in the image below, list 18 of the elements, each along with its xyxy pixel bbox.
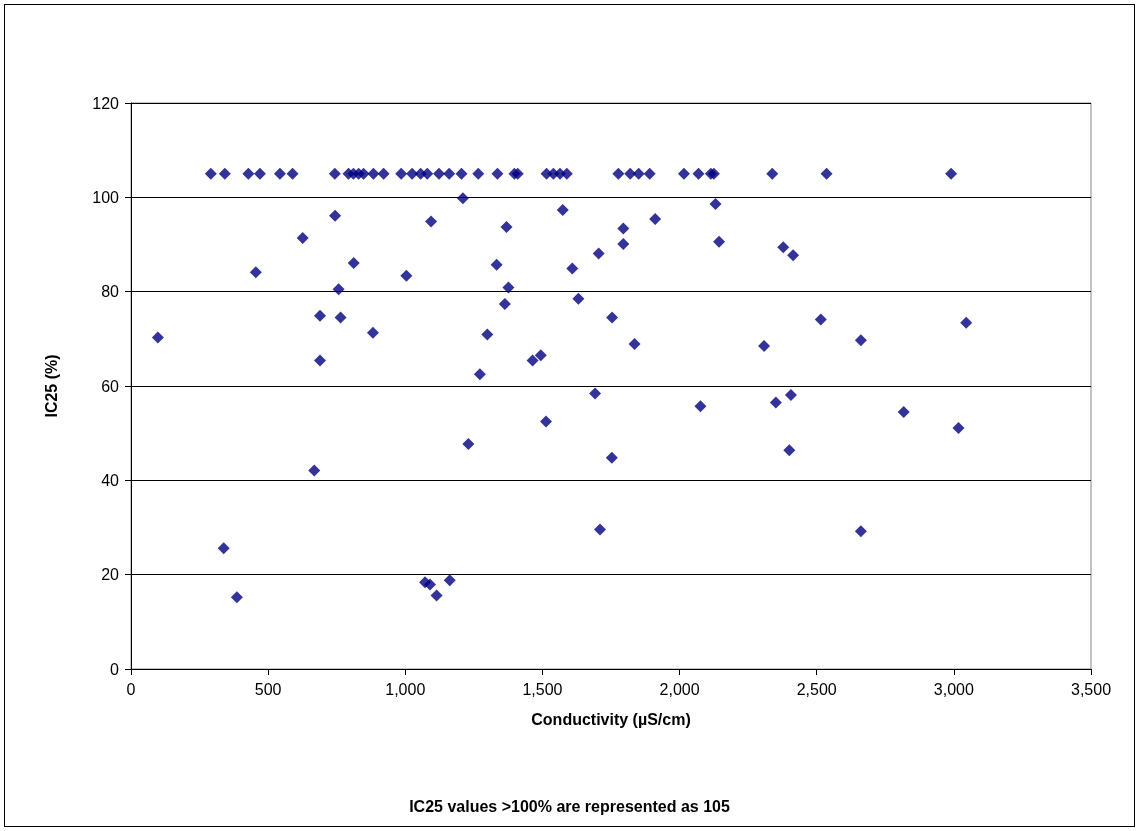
x-tick-label: 2,500 xyxy=(796,680,837,698)
y-axis-title: IC25 (%) xyxy=(42,354,60,418)
x-tick-label: 1,000 xyxy=(385,680,426,698)
x-tick-label: 2,000 xyxy=(659,680,700,698)
text: IC25 values >100% are represented as 105 xyxy=(409,797,730,815)
y-tick-label: 100 xyxy=(92,188,120,206)
y-tick-label: 60 xyxy=(101,377,120,395)
x-axis-title: Conductivity (µS/cm) xyxy=(531,710,691,728)
x-tick-label: 3,500 xyxy=(1070,680,1112,698)
x-tick-label: 1,500 xyxy=(522,680,563,698)
y-tick-label: 20 xyxy=(101,566,120,584)
x-tick-label: 3,000 xyxy=(933,680,974,698)
y-tick-label: 40 xyxy=(101,471,120,489)
y-tick-label: 0 xyxy=(110,660,120,678)
x-tick-label: 500 xyxy=(254,680,282,698)
y-tick-label: 80 xyxy=(101,283,120,301)
y-tick-label: 120 xyxy=(92,94,120,112)
x-tick-label: 0 xyxy=(126,680,136,698)
